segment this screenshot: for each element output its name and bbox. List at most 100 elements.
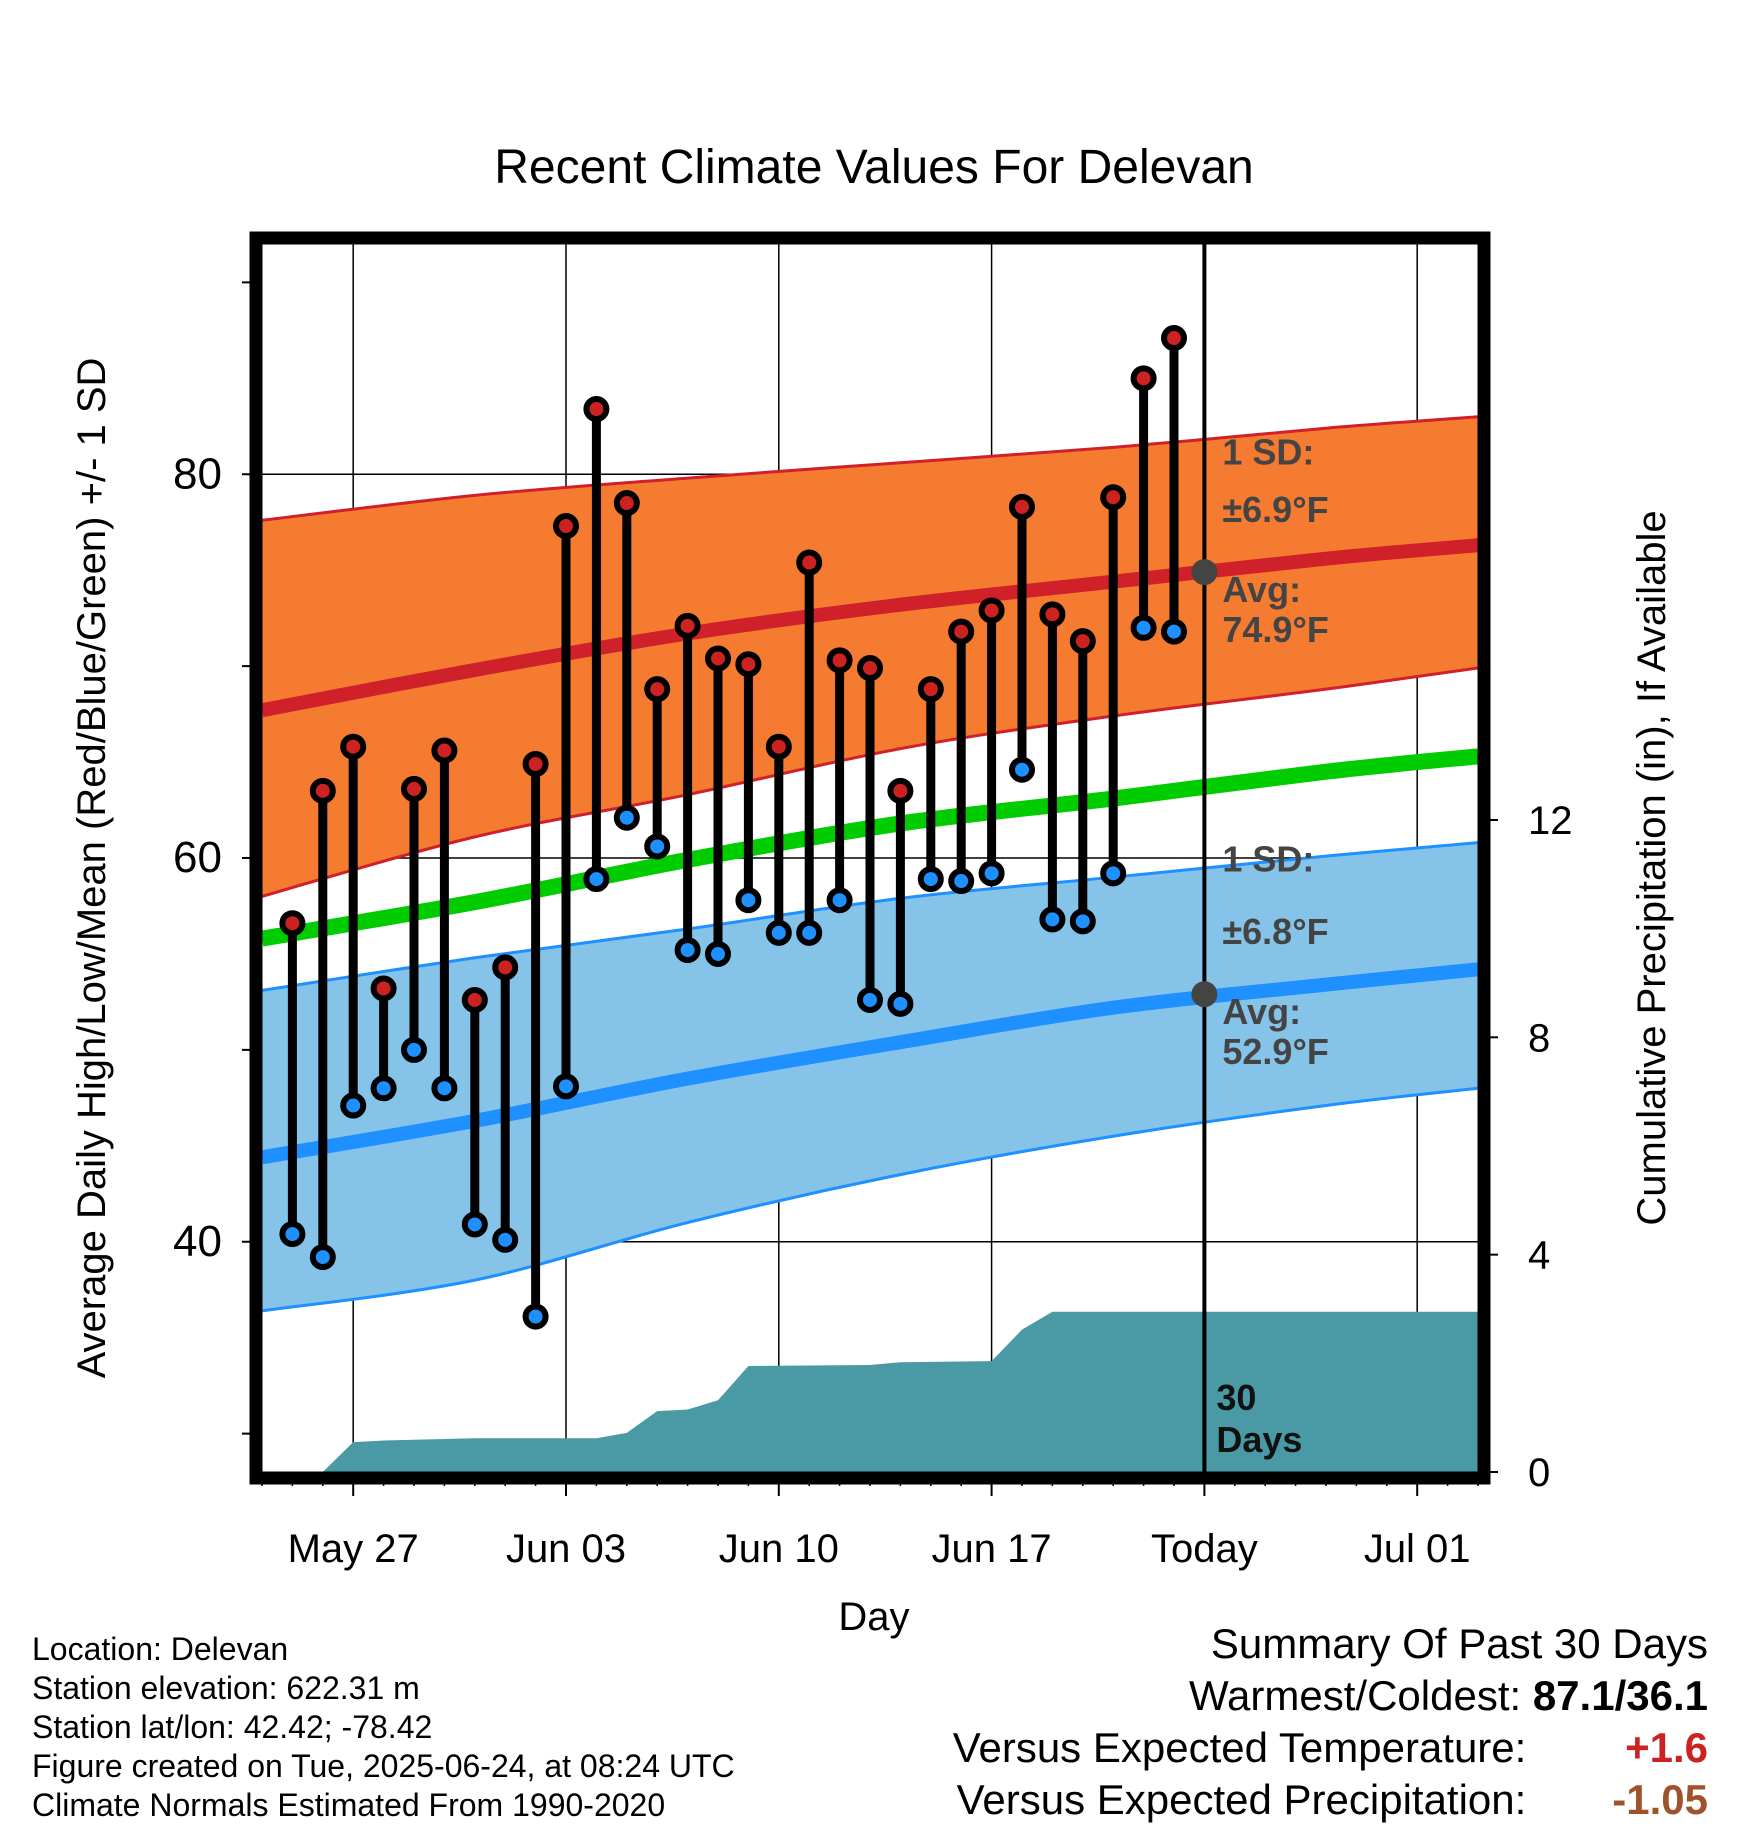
high-point xyxy=(705,645,731,672)
y-tick-label: 40 xyxy=(173,1217,222,1266)
summary-precip-value: -1.05 xyxy=(1612,1776,1708,1823)
footer-created: Figure created on Tue, 2025-06-24, at 08… xyxy=(32,1748,735,1784)
high-point xyxy=(1069,628,1096,655)
low-point xyxy=(583,866,610,893)
high-point xyxy=(674,612,701,639)
summary-precip-label: Versus Expected Precipitation: xyxy=(956,1776,1527,1823)
y-tick-label: 60 xyxy=(173,833,222,882)
y-tick-label: 80 xyxy=(173,449,222,498)
low-point xyxy=(613,804,640,831)
today-high-avg-marker xyxy=(1191,559,1218,586)
high-point xyxy=(887,777,914,804)
low-point xyxy=(1130,614,1157,641)
low-point xyxy=(796,919,823,946)
low-point xyxy=(826,887,853,914)
summary-warmest-value: 87.1/36.1 xyxy=(1532,1672,1708,1719)
high-point xyxy=(1130,365,1157,392)
summary-temp-label: Versus Expected Temperature: xyxy=(952,1724,1527,1771)
days-label-word: Days xyxy=(1216,1419,1302,1460)
high-point xyxy=(370,975,397,1002)
low-point xyxy=(340,1092,367,1119)
x-tick-label: Today xyxy=(1151,1527,1258,1571)
y2-axis-label: Cumulative Precipitation (in), If Availa… xyxy=(1630,510,1674,1225)
low-sd-label: 1 SD: xyxy=(1222,838,1314,879)
low-point xyxy=(1100,860,1127,887)
chart-title: Recent Climate Values For Delevan xyxy=(494,141,1253,194)
low-point xyxy=(431,1075,458,1102)
high-point xyxy=(1100,484,1127,511)
footer-location: Location: Delevan xyxy=(32,1631,289,1667)
y2-tick-label: 0 xyxy=(1528,1451,1550,1495)
footer-latlon: Station lat/lon: 42.42; -78.42 xyxy=(32,1709,433,1745)
low-point xyxy=(887,990,914,1017)
summary-precip-row: Versus Expected Precipitation: -1.05 xyxy=(957,1776,1708,1824)
low-point xyxy=(370,1075,397,1102)
high-point xyxy=(461,986,488,1013)
high-sd-label: 1 SD: xyxy=(1222,432,1314,473)
low-point xyxy=(674,937,701,964)
high-point xyxy=(978,597,1005,624)
high-lower-edge xyxy=(262,666,1478,898)
today-low-avg-marker xyxy=(1191,981,1218,1008)
high-point xyxy=(340,733,367,760)
low-point xyxy=(461,1211,488,1238)
x-axis-label: Day xyxy=(838,1595,909,1639)
high-point xyxy=(279,910,306,937)
footer-normals: Climate Normals Estimated From 1990-2020 xyxy=(32,1787,666,1823)
high-point xyxy=(917,676,944,703)
summary-temp-value: +1.6 xyxy=(1625,1724,1708,1771)
low-point xyxy=(401,1036,427,1063)
low-point xyxy=(1069,908,1096,935)
high-point xyxy=(401,775,427,802)
summary-title: Summary Of Past 30 Days xyxy=(1210,1620,1708,1667)
high-avg-value: 74.9°F xyxy=(1222,609,1328,650)
high-point xyxy=(857,655,883,682)
high-point xyxy=(1009,493,1035,520)
high-point xyxy=(644,676,671,703)
low-avg-label: Avg: xyxy=(1222,991,1301,1032)
low-point xyxy=(1039,906,1066,933)
low-point xyxy=(522,1303,549,1330)
high-point xyxy=(431,737,458,764)
low-point xyxy=(857,986,883,1013)
summary-warmest-label: Warmest/Coldest: xyxy=(1188,1672,1522,1719)
summary-temp-row: Versus Expected Temperature: +1.6 xyxy=(953,1724,1708,1772)
high-point xyxy=(765,733,792,760)
y2-tick-label: 12 xyxy=(1528,799,1573,843)
low-point xyxy=(948,868,975,895)
low-point xyxy=(553,1073,579,1100)
low-point xyxy=(1009,756,1035,783)
x-tick-label: Jul 01 xyxy=(1364,1527,1471,1571)
high-upper-edge xyxy=(262,415,1478,522)
high-point xyxy=(735,651,762,678)
x-axis: May 27 Jun 03 Jun 10 Jun 17 Today Jul 01 xyxy=(261,1478,1479,1571)
low-avg-value: 52.9°F xyxy=(1222,1031,1328,1072)
x-tick-label: Jun 03 xyxy=(506,1527,626,1571)
low-point xyxy=(644,833,671,860)
high-point xyxy=(826,647,853,674)
high-point xyxy=(796,549,823,576)
y-axis-label: Average Daily High/Low/Mean (Red/Blue/Gr… xyxy=(70,358,114,1379)
x-tick-label: Jun 10 xyxy=(719,1527,839,1571)
low-point xyxy=(705,940,731,967)
low-lower-edge xyxy=(262,1086,1478,1313)
high-avg-label: Avg: xyxy=(1222,569,1301,610)
low-sd-value: ±6.8°F xyxy=(1222,911,1328,952)
x-tick-label: Jun 17 xyxy=(932,1527,1052,1571)
plot-area xyxy=(262,244,1478,1472)
low-point xyxy=(917,866,944,893)
low-point xyxy=(765,919,792,946)
high-sd-value: ±6.9°F xyxy=(1222,489,1328,530)
y2-tick-label: 4 xyxy=(1528,1234,1550,1278)
low-point xyxy=(735,887,762,914)
high-point xyxy=(613,490,640,517)
low-point xyxy=(492,1226,519,1253)
days-label-number: 30 xyxy=(1216,1377,1256,1418)
y-axis-left: 40 60 80 xyxy=(173,281,256,1435)
x-tick-label: May 27 xyxy=(288,1527,419,1571)
high-point xyxy=(492,954,519,981)
y2-tick-label: 8 xyxy=(1528,1016,1550,1060)
low-point xyxy=(1161,618,1187,645)
